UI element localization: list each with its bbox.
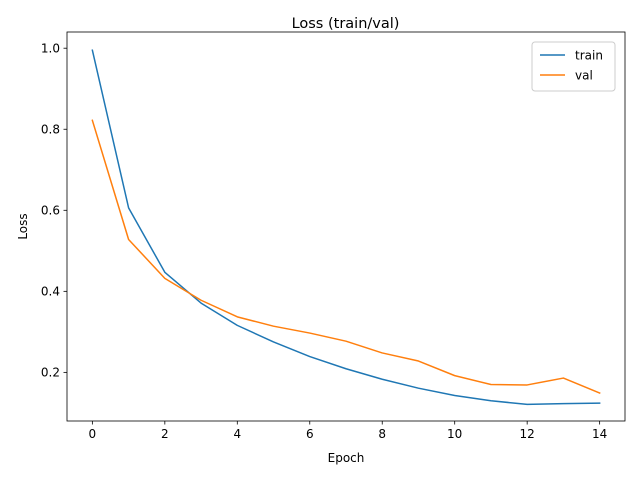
- x-tick-label: 4: [233, 427, 241, 441]
- y-tick-label: 1.0: [41, 42, 60, 56]
- x-tick-label: 6: [306, 427, 314, 441]
- x-tick-label: 2: [161, 427, 169, 441]
- x-axis-label: Epoch: [328, 451, 365, 465]
- legend: train val: [531, 41, 616, 92]
- series-line-val: [91, 119, 601, 395]
- x-tick-label: 0: [89, 427, 97, 441]
- y-tick-label: 0.6: [41, 204, 60, 218]
- plot-frame: [66, 31, 626, 422]
- x-axis-ticks: 0 2 4 6 8 10 12 14: [89, 421, 607, 441]
- series-layer: [91, 49, 601, 406]
- chart-title: Loss (train/val): [292, 16, 400, 32]
- y-tick-label: 0.2: [41, 366, 60, 380]
- x-tick-label: 8: [378, 427, 386, 441]
- x-tick-label: 10: [447, 427, 462, 441]
- x-tick-label: 12: [520, 427, 535, 441]
- y-tick-label: 0.4: [41, 285, 60, 299]
- y-axis-label: Loss: [16, 213, 30, 239]
- legend-label-val: val: [575, 68, 593, 82]
- series-line-train: [91, 49, 601, 406]
- legend-label-train: train: [575, 48, 603, 62]
- x-tick-label: 14: [592, 427, 607, 441]
- y-tick-label: 0.8: [41, 123, 60, 137]
- y-axis-ticks: 0.2 0.4 0.6 0.8 1.0: [41, 42, 67, 380]
